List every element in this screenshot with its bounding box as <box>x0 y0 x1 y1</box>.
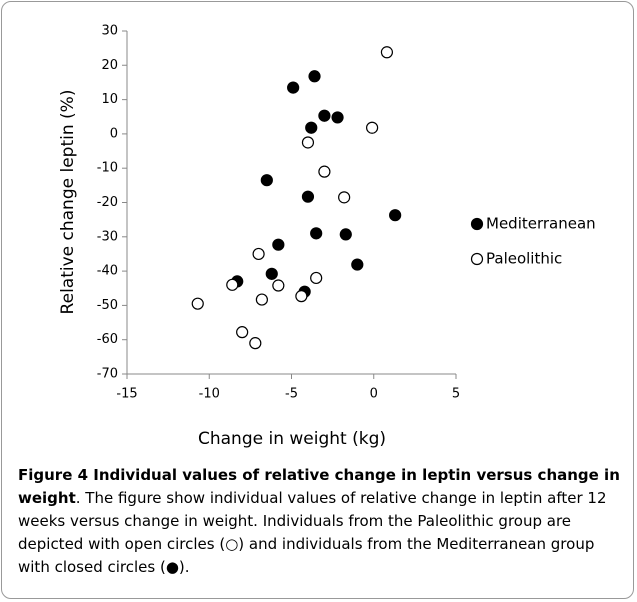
y-tick-label: -30 <box>97 229 118 244</box>
point <box>255 293 268 306</box>
legend-label: Mediterranean <box>486 215 596 233</box>
point <box>252 247 265 261</box>
legend-label: Paleolithic <box>486 250 562 268</box>
x-tick-label: 0 <box>370 387 378 402</box>
y-tick-label: -10 <box>97 161 118 176</box>
point <box>249 337 262 350</box>
y-tick-label: 20 <box>101 58 118 73</box>
point <box>308 70 321 83</box>
y-tick-label: -50 <box>97 298 118 313</box>
caption-title: Figure 4 Individual values of relative c… <box>18 466 620 507</box>
y-tick-label: 30 <box>101 24 118 39</box>
x-axis-label: Change in weight (kg) <box>198 429 386 449</box>
caption: Figure 4 Individual values of relative c… <box>18 464 622 579</box>
point <box>295 290 308 303</box>
point <box>236 326 249 339</box>
y-tick-label: -70 <box>97 367 118 382</box>
point <box>338 191 351 204</box>
point <box>389 209 402 222</box>
point <box>339 228 352 241</box>
y-tick-label: -40 <box>97 264 118 279</box>
point <box>310 227 323 240</box>
x-tick-label: -15 <box>116 387 137 402</box>
y-axis-label: Relative change leptin (%) <box>58 90 78 315</box>
x-tick-label: -10 <box>199 387 220 402</box>
x-tick-label: 5 <box>452 387 460 402</box>
y-tick-label: -20 <box>97 195 118 210</box>
point <box>301 190 315 203</box>
point <box>226 278 239 291</box>
point <box>265 267 278 280</box>
y-tick-label: -60 <box>97 332 118 347</box>
y-tick-label: 10 <box>101 92 118 107</box>
point <box>366 121 379 134</box>
point <box>287 81 300 94</box>
point <box>310 271 323 285</box>
point <box>331 111 344 124</box>
point <box>272 238 285 251</box>
x-tick-label: -5 <box>285 387 298 402</box>
chart: Relative change leptin (%) Change in wei… <box>58 24 596 450</box>
point <box>301 136 315 149</box>
point <box>191 297 204 310</box>
legend-marker <box>470 252 484 266</box>
point <box>318 165 331 178</box>
caption-text: . The figure show individual values of r… <box>18 489 607 576</box>
legend-marker <box>470 217 484 231</box>
point <box>351 258 364 271</box>
y-tick-label: 0 <box>110 126 118 141</box>
point <box>305 121 318 134</box>
point <box>380 46 394 59</box>
point <box>272 279 285 292</box>
point <box>318 109 331 122</box>
point <box>260 174 273 187</box>
